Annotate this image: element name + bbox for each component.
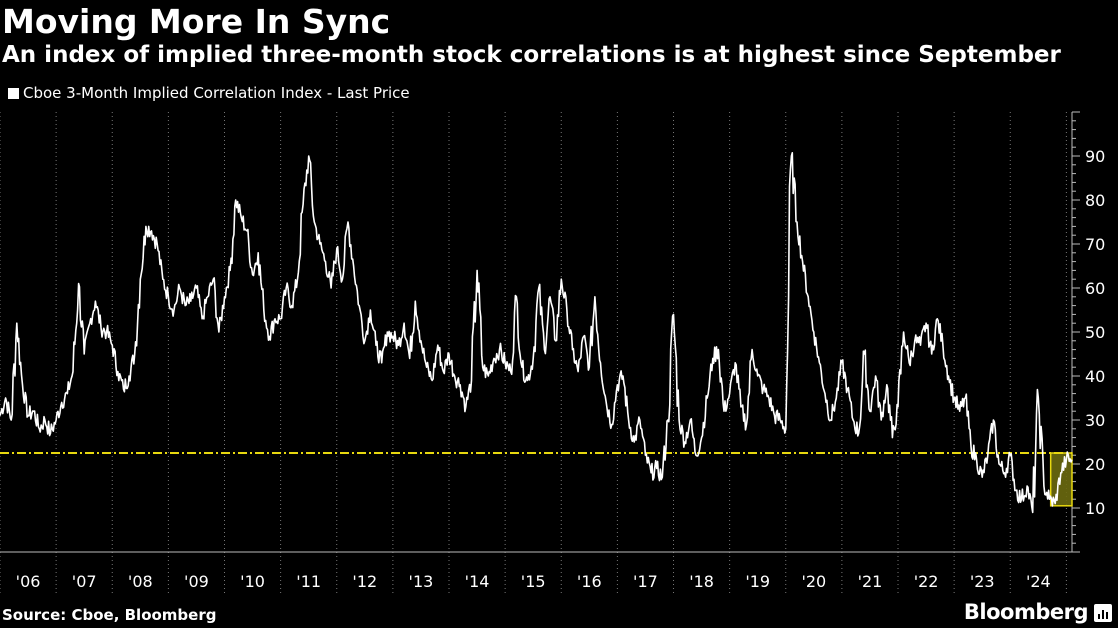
- x-tick-label: '10: [240, 572, 265, 591]
- x-tick-label: '23: [970, 572, 995, 591]
- brand-logo: Bloomberg: [963, 600, 1089, 624]
- x-tick-label: '09: [184, 572, 209, 591]
- chart-title: Moving More In Sync: [2, 2, 391, 41]
- grid-lines: [0, 112, 1067, 596]
- x-tick-label: '08: [128, 572, 153, 591]
- y-tick-label: 10: [1085, 499, 1105, 518]
- x-tick-label: '22: [914, 572, 939, 591]
- x-tick-label: '12: [352, 572, 377, 591]
- series-line: [0, 152, 1073, 514]
- x-tick-label: '16: [577, 572, 602, 591]
- x-tick-label: '18: [689, 572, 714, 591]
- y-tick-label: 40: [1085, 367, 1105, 386]
- y-tick-label: 90: [1085, 147, 1105, 166]
- x-tick-label: '13: [409, 572, 434, 591]
- legend-swatch: [8, 87, 19, 99]
- y-tick-labels: 10 20 30 40 50 60 70 80 90: [1085, 147, 1105, 518]
- x-tick-label: '21: [858, 572, 883, 591]
- brand-mark-icon: [1094, 604, 1112, 622]
- x-tick-label: '20: [801, 572, 826, 591]
- x-tick-label: '14: [465, 572, 490, 591]
- y-tick-label: 20: [1085, 455, 1105, 474]
- x-tick-label: '19: [745, 572, 770, 591]
- x-tick-label: '24: [1026, 572, 1051, 591]
- source-note: Source: Cboe, Bloomberg: [2, 606, 217, 624]
- y-tick-label: 30: [1085, 411, 1105, 430]
- x-tick-label: '07: [72, 572, 97, 591]
- x-tick-label: '11: [296, 572, 321, 591]
- x-tick-label: '17: [633, 572, 658, 591]
- legend: Cboe 3-Month Implied Correlation Index -…: [8, 84, 410, 102]
- series-group: [0, 152, 1073, 514]
- legend-label: Cboe 3-Month Implied Correlation Index -…: [23, 84, 410, 102]
- axes: [0, 111, 1080, 553]
- x-tick-label: '15: [521, 572, 546, 591]
- chart-subtitle: An index of implied three-month stock co…: [2, 42, 1061, 68]
- y-tick-label: 80: [1085, 191, 1105, 210]
- y-tick-label: 60: [1085, 279, 1105, 298]
- y-tick-label: 50: [1085, 323, 1105, 342]
- y-tick-label: 70: [1085, 235, 1105, 254]
- x-tick-labels: '06 '07 '08 '09 '10 '11 '12 '13 '14 '15 '16 '17 '18 '…: [16, 572, 1051, 591]
- x-tick-label: '06: [16, 572, 41, 591]
